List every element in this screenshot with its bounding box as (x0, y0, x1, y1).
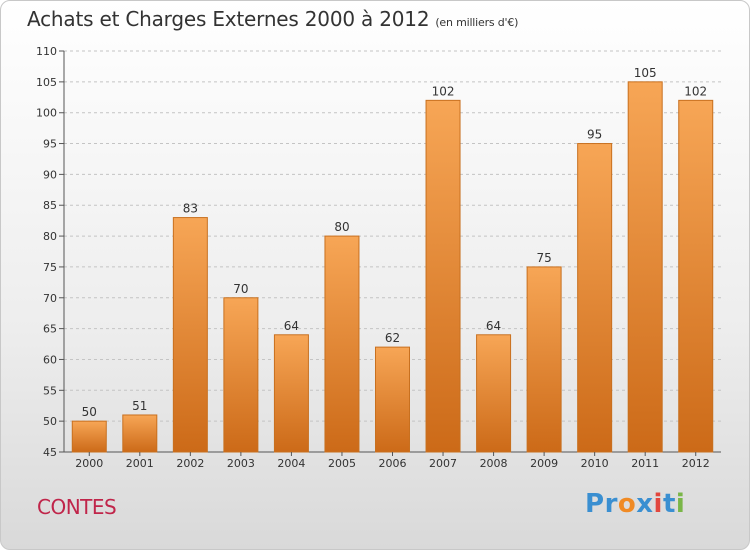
x-tick-label: 2005 (328, 457, 356, 470)
logo-letter: o (617, 489, 637, 519)
bar (172, 217, 208, 453)
city-name: CONTES (37, 495, 117, 519)
x-tick-label: 2008 (480, 457, 508, 470)
logo-letter: t (662, 489, 676, 519)
bar-value-label: 64 (486, 319, 501, 333)
x-tick-label: 2000 (75, 457, 103, 470)
chart-title-text: Achats et Charges Externes 2000 à 2012 (27, 7, 430, 31)
y-tick-label: 55 (43, 384, 57, 397)
proxiti-logo: Proxiti (585, 489, 685, 519)
y-tick-label: 80 (43, 230, 57, 243)
y-tick-label: 70 (43, 292, 57, 305)
bar (577, 143, 613, 453)
bar (425, 99, 461, 453)
x-tick-label: 2002 (176, 457, 204, 470)
x-tick-label: 2001 (126, 457, 154, 470)
logo-letter: i (675, 489, 686, 519)
x-tick-label: 2004 (277, 457, 305, 470)
bar-value-label: 95 (587, 128, 602, 142)
logo-letter: x (636, 489, 654, 519)
y-tick-label: 50 (43, 415, 57, 428)
bar (375, 346, 410, 453)
bar (627, 81, 663, 453)
bar-value-label: 105 (634, 66, 657, 80)
y-tick-label: 60 (43, 353, 57, 366)
logo-letter: r (604, 489, 618, 519)
bar-value-label: 51 (132, 399, 147, 413)
y-tick-label: 85 (43, 199, 57, 212)
bar (71, 420, 107, 453)
y-tick-label: 105 (36, 76, 57, 89)
x-tick-label: 2009 (530, 457, 558, 470)
bar-value-label: 50 (82, 405, 97, 419)
logo-letter: i (653, 489, 663, 519)
bar-value-label: 80 (334, 220, 349, 234)
bar-value-label: 70 (233, 282, 248, 296)
bar (273, 334, 309, 453)
y-tick-label: 90 (43, 168, 57, 181)
y-tick-label: 100 (36, 107, 57, 120)
x-tick-label: 2012 (682, 457, 710, 470)
x-tick-label: 2006 (379, 457, 407, 470)
y-tick-label: 75 (43, 261, 57, 274)
bar (324, 235, 360, 453)
bar (476, 334, 512, 453)
x-tick-label: 2007 (429, 457, 457, 470)
bar-value-label: 102 (684, 84, 707, 98)
bar-value-label: 75 (536, 251, 551, 265)
x-tick-label: 2003 (227, 457, 255, 470)
bar (223, 297, 259, 453)
x-tick-label: 2011 (631, 457, 659, 470)
chart-title: Achats et Charges Externes 2000 à 2012 (e… (27, 7, 518, 31)
bar-value-label: 62 (385, 331, 400, 345)
y-tick-label: 65 (43, 323, 57, 336)
x-tick-label: 2010 (581, 457, 609, 470)
bar-value-label: 64 (284, 319, 299, 333)
bar (678, 99, 714, 453)
y-tick-label: 45 (43, 446, 57, 459)
logo-letter: P (585, 489, 605, 519)
bar (526, 266, 562, 453)
bar (122, 414, 158, 453)
y-tick-label: 110 (36, 45, 57, 58)
bar-value-label: 83 (183, 202, 198, 216)
y-tick-label: 95 (43, 138, 57, 151)
chart-subtitle: (en milliers d'€) (435, 16, 519, 29)
bar-value-label: 102 (432, 84, 455, 98)
